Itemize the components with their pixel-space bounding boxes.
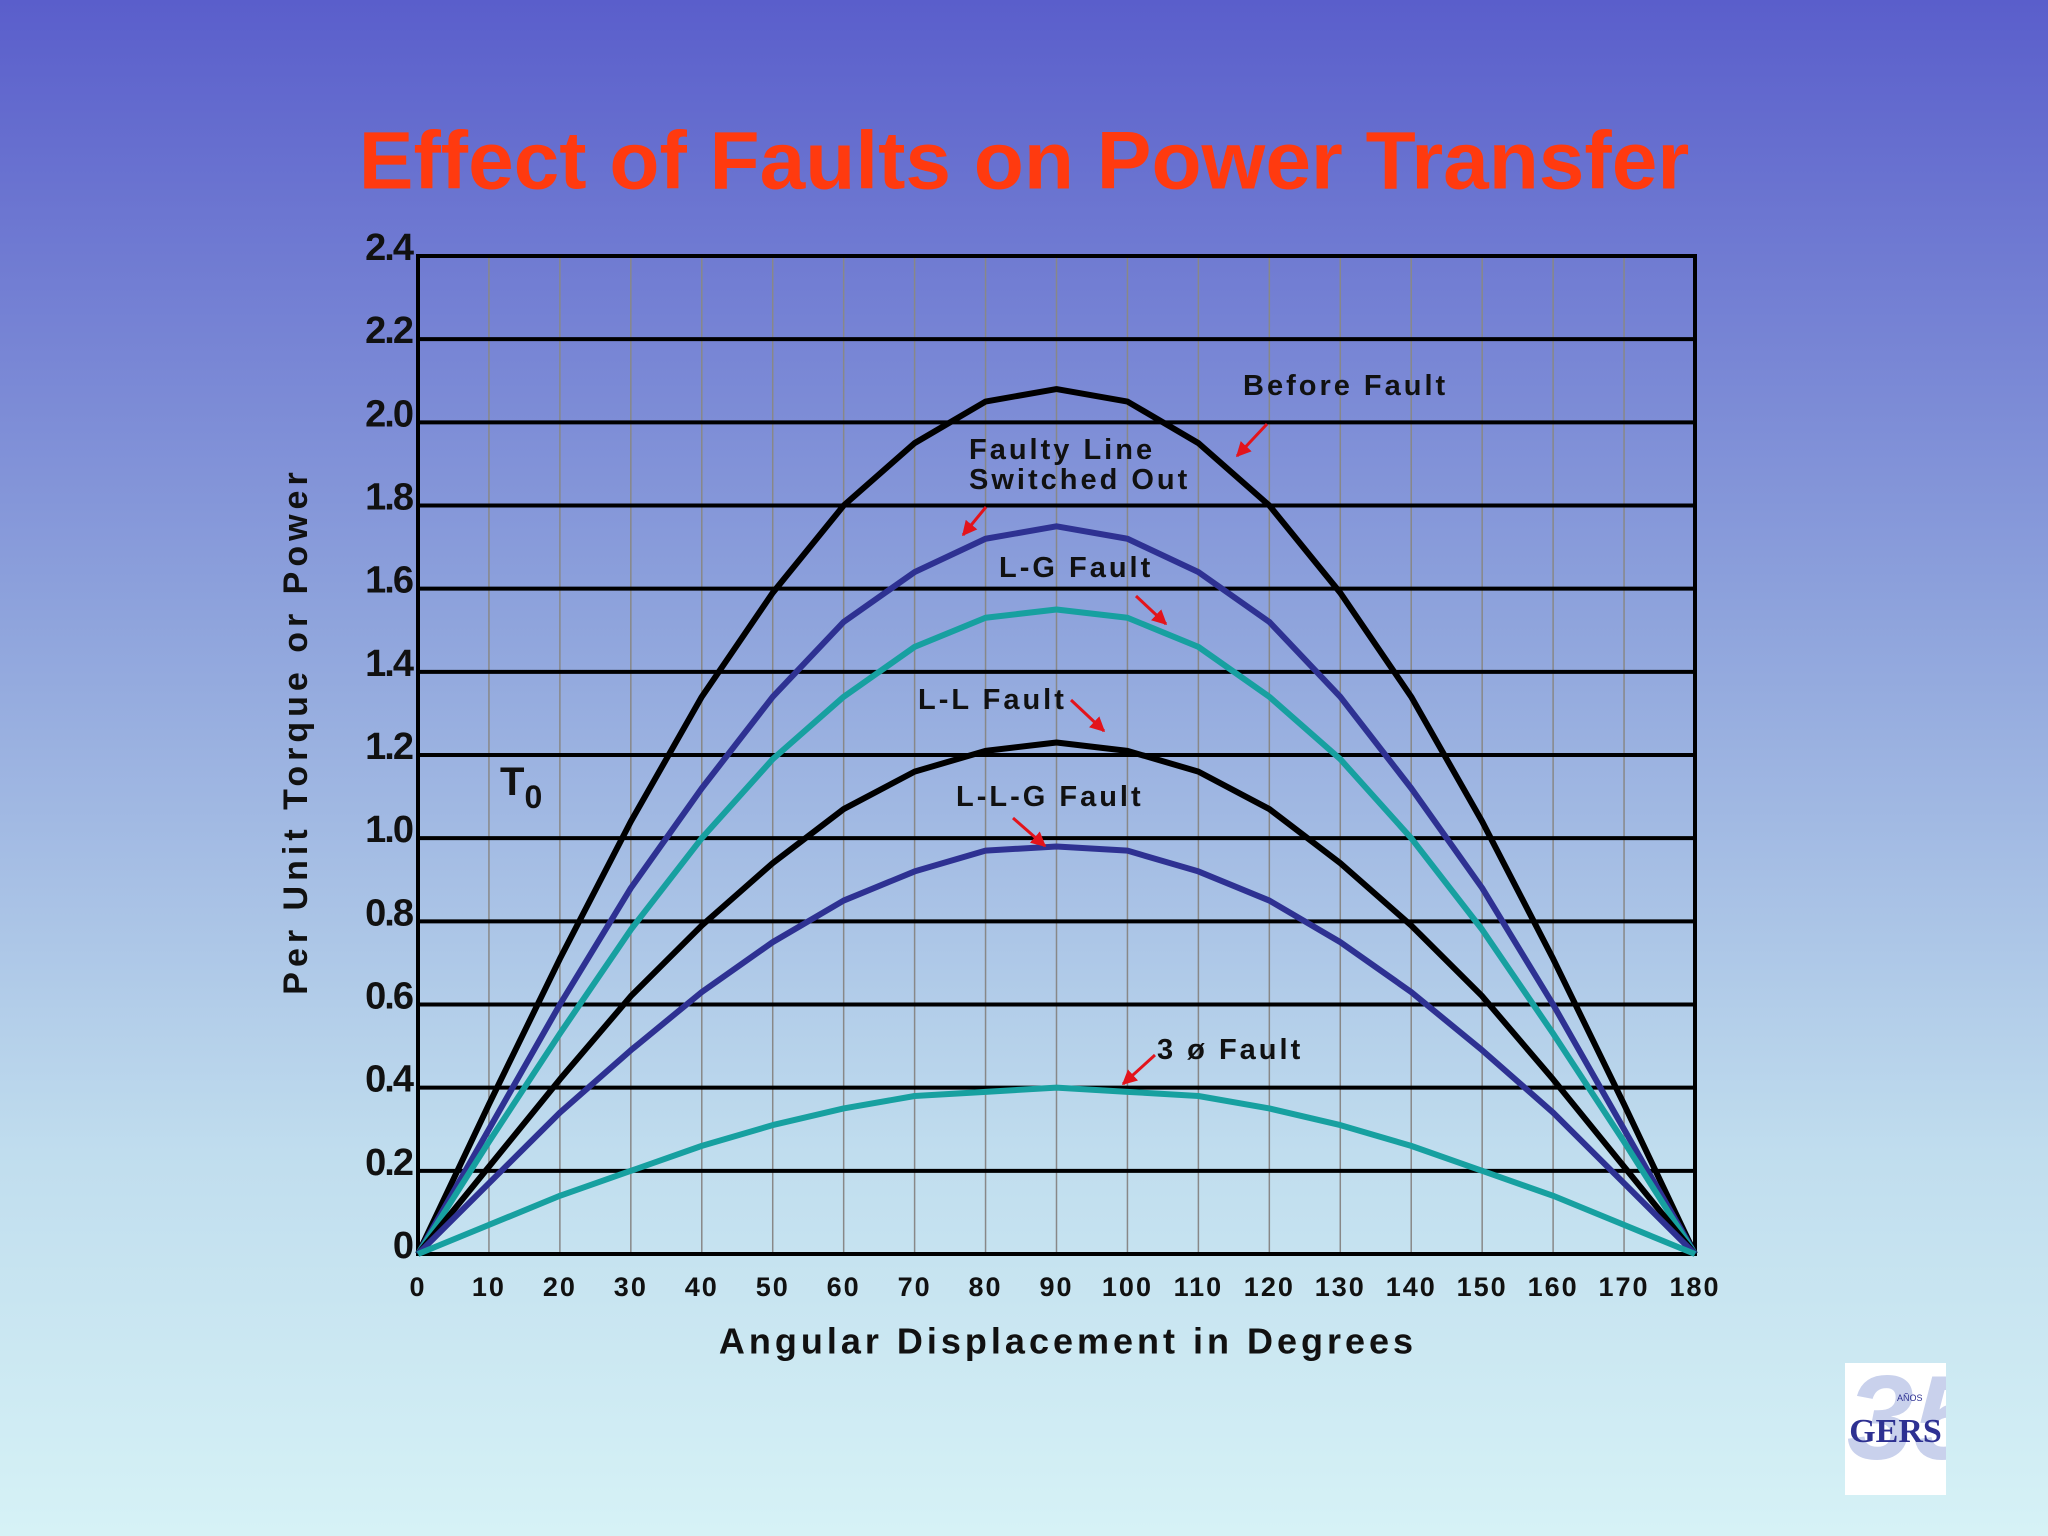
- plot-frame: [416, 254, 1697, 1256]
- y-tick-label: 0: [393, 1225, 413, 1267]
- y-tick-label: 2.0: [365, 393, 413, 435]
- logo-name: GERS: [1849, 1413, 1942, 1450]
- y-tick-label: 2.2: [365, 310, 413, 352]
- x-tick-label: 50: [756, 1272, 790, 1302]
- series-label: Before Fault: [1243, 370, 1449, 402]
- x-axis-label: Angular Displacement in Degrees: [719, 1321, 1417, 1362]
- y-tick-label: 2.4: [365, 227, 414, 269]
- x-tick-label: 40: [685, 1272, 719, 1302]
- x-tick-label: 180: [1669, 1272, 1720, 1302]
- logo-small: AÑOS: [1897, 1393, 1923, 1403]
- x-tick-label: 10: [472, 1272, 506, 1302]
- label-arrow: [1012, 816, 1047, 848]
- series-label: Faulty Line Switched Out: [969, 434, 1191, 496]
- x-tick-label: 80: [969, 1272, 1003, 1302]
- y-tick-label: 0.6: [365, 976, 413, 1018]
- label-arrow: [1235, 422, 1269, 458]
- x-tick-label: 100: [1102, 1272, 1153, 1302]
- series-label: L-L Fault: [918, 684, 1067, 716]
- x-tick-label: 0: [409, 1272, 426, 1302]
- y-tick-label: 1.4: [365, 643, 414, 685]
- x-tick-label: 140: [1386, 1272, 1437, 1302]
- x-tick-label: 120: [1244, 1272, 1295, 1302]
- series-line: [415, 606, 1698, 1256]
- y-tick-label: 1.2: [365, 726, 413, 768]
- series-line: [415, 523, 1698, 1256]
- y-tick-label: 0.4: [365, 1059, 414, 1101]
- x-tick-label: 170: [1599, 1272, 1650, 1302]
- label-arrow: [961, 506, 988, 537]
- x-tick-label: 60: [827, 1272, 861, 1302]
- series-line: [416, 1084, 1697, 1257]
- y-tick-label: 0.8: [365, 892, 413, 934]
- x-tick-label: 30: [614, 1272, 648, 1302]
- series-line: [415, 843, 1698, 1257]
- annotation-subscript: 0: [524, 779, 542, 815]
- series-line: [415, 386, 1698, 1256]
- x-tick-label: 70: [898, 1272, 932, 1302]
- x-tick-label: 20: [543, 1272, 577, 1302]
- chart-title: Effect of Faults on Power Transfer: [359, 116, 1689, 207]
- x-tick-label: 130: [1315, 1272, 1366, 1302]
- label-arrow: [1134, 594, 1168, 626]
- x-tick-label: 110: [1174, 1272, 1224, 1302]
- x-tick-label: 160: [1528, 1272, 1579, 1302]
- y-tick-label: 1.6: [365, 560, 413, 602]
- series-label: 3 ø Fault: [1157, 1034, 1304, 1066]
- label-arrow: [1121, 1053, 1157, 1086]
- y-tick-label: 1.0: [365, 809, 413, 851]
- x-tick-label: 150: [1457, 1272, 1508, 1302]
- logo-number: 35: [1847, 1363, 1946, 1485]
- logo: 35 AÑOS GERS: [1845, 1363, 1946, 1495]
- series-label: L-G Fault: [999, 552, 1154, 584]
- y-axis-label: Per Unit Torque or Power: [277, 467, 315, 994]
- annotation-text: T: [500, 760, 524, 804]
- y-tick-label: 1.8: [365, 477, 413, 519]
- series-line: [415, 739, 1698, 1256]
- annotation: T0: [500, 760, 542, 816]
- series-label: L-L-G Fault: [956, 781, 1144, 813]
- label-arrow: [1069, 698, 1106, 733]
- x-tick-label: 90: [1039, 1272, 1073, 1302]
- y-tick-label: 0.2: [365, 1142, 413, 1184]
